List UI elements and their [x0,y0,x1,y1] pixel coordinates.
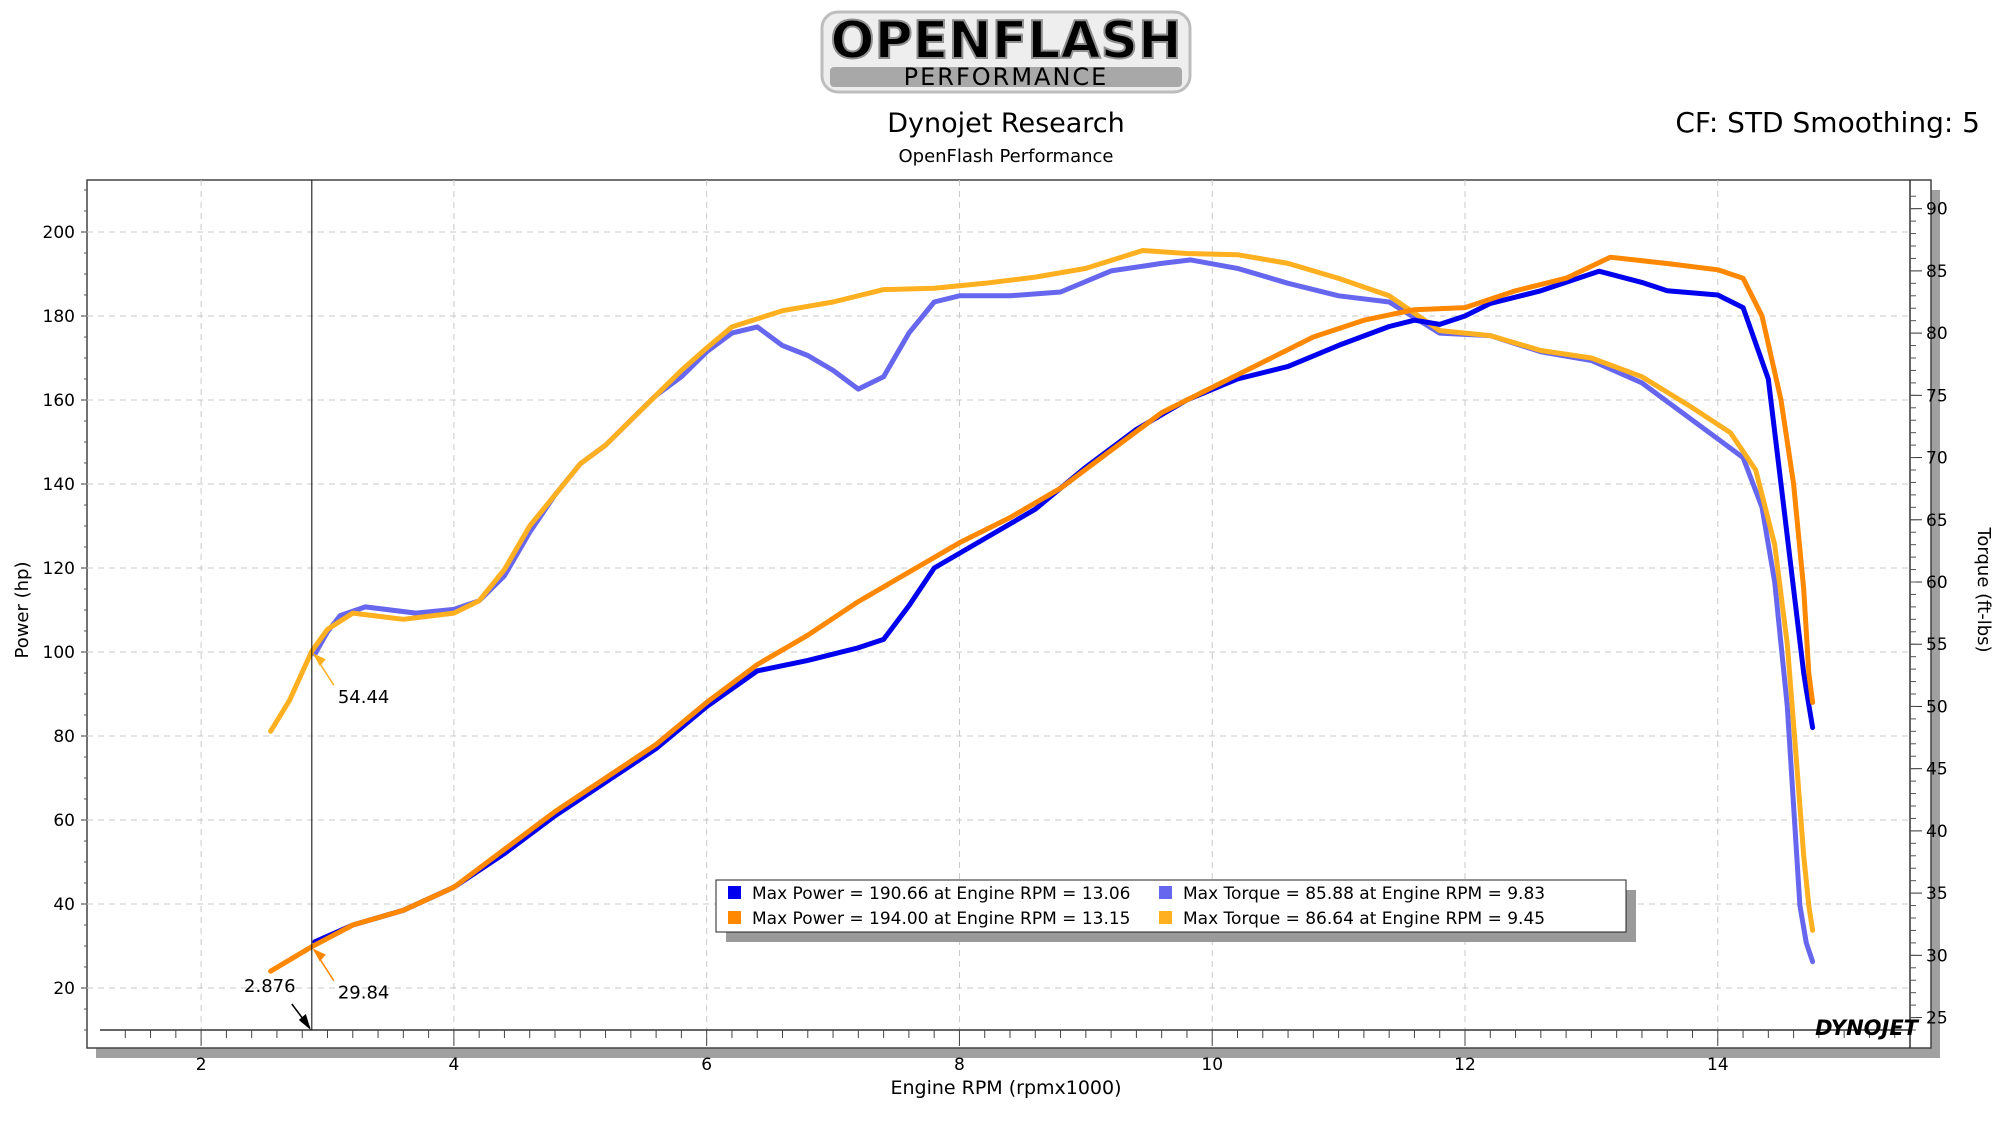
cursor-arrowhead [298,1014,311,1030]
x-tick-label: 14 [1707,1055,1729,1075]
annotation-arrowhead [312,653,326,667]
x-tick-label: 10 [1201,1055,1223,1075]
y2-axis-label: Torque (ft-lbs) [1973,526,1994,652]
y-tick-label: 160 [43,391,75,411]
y2-tick-label: 80 [1926,324,1948,344]
legend-swatch [728,911,741,924]
y2-tick-label: 60 [1926,573,1948,593]
y-tick-label: 120 [43,559,75,579]
y2-tick-label: 40 [1926,822,1948,842]
chart-subtitle: OpenFlash Performance [898,146,1113,167]
series-line-3 [268,254,1816,974]
cursor-layer: 2.876 54.44 29.84 [244,180,389,1030]
x-tick-label: 12 [1454,1055,1476,1075]
x-axis-label: Engine RPM (rpmx1000) [890,1077,1121,1099]
legend-label: Max Torque = 85.88 at Engine RPM = 9.83 [1183,884,1545,904]
gridlines [87,180,1910,1048]
logo-subtext: PERFORMANCE [904,63,1109,91]
cursor-value-label: 2.876 [244,976,296,997]
y2-tick-label: 35 [1926,884,1948,904]
y-axis-label: Power (hp) [12,561,33,658]
y-tick-label: 20 [53,979,75,999]
x-tick-label: 2 [196,1055,207,1075]
legend-swatch [728,886,741,899]
y2-tick-label: 30 [1926,946,1948,966]
axes: 2 4 6 8 10 12 14 20 40 60 80 100 120 140 160 180 200 25 30… [43,180,1948,1075]
series-layer [268,248,1816,974]
annotation-label: 54.44 [338,687,390,708]
logo-text: OpenFlash [830,11,1181,71]
y2-tick-label: 55 [1926,635,1948,655]
legend: Max Power = 190.66 at Engine RPM = 13.06… [715,879,1636,942]
series-line-4 [268,248,1816,933]
legend-swatch [1159,911,1172,924]
legend-label: Max Torque = 86.64 at Engine RPM = 9.45 [1183,909,1545,929]
legend-swatch [1159,886,1172,899]
openflash-logo: OpenFlash PERFORMANCE [820,10,1192,94]
y2-tick-label: 90 [1926,200,1948,220]
y-tick-label: 40 [53,895,75,915]
y2-tick-label: 70 [1926,449,1948,469]
x-tick-label: 8 [954,1055,965,1075]
dynojet-logo: DYNOJET [1815,1016,1920,1040]
legend-label: Max Power = 190.66 at Engine RPM = 13.06 [752,884,1131,904]
logo-band [830,67,1182,87]
y2-tick-label: 25 [1926,1009,1948,1029]
y-tick-label: 100 [43,643,75,663]
chart-title: Dynojet Research [887,108,1125,139]
y2-tick-label: 85 [1926,262,1948,282]
y2-tick-label: 75 [1926,386,1948,406]
y2-tick-label: 50 [1926,697,1948,717]
x-tick-label: 4 [448,1055,459,1075]
legend-label: Max Power = 194.00 at Engine RPM = 13.15 [752,909,1131,929]
y-tick-label: 140 [43,475,75,495]
settings-label: CF: STD Smoothing: 5 [1675,106,1980,139]
annotation-arrowhead [312,948,326,962]
y-tick-label: 60 [53,811,75,831]
annotation-label: 29.84 [338,983,390,1004]
y-tick-label: 180 [43,307,75,327]
y2-tick-label: 45 [1926,760,1948,780]
x-tick-label: 6 [701,1055,712,1075]
y-tick-label: 80 [53,727,75,747]
series-line-2 [312,257,1816,965]
y-tick-label: 200 [43,223,75,243]
y2-tick-label: 65 [1926,511,1948,531]
